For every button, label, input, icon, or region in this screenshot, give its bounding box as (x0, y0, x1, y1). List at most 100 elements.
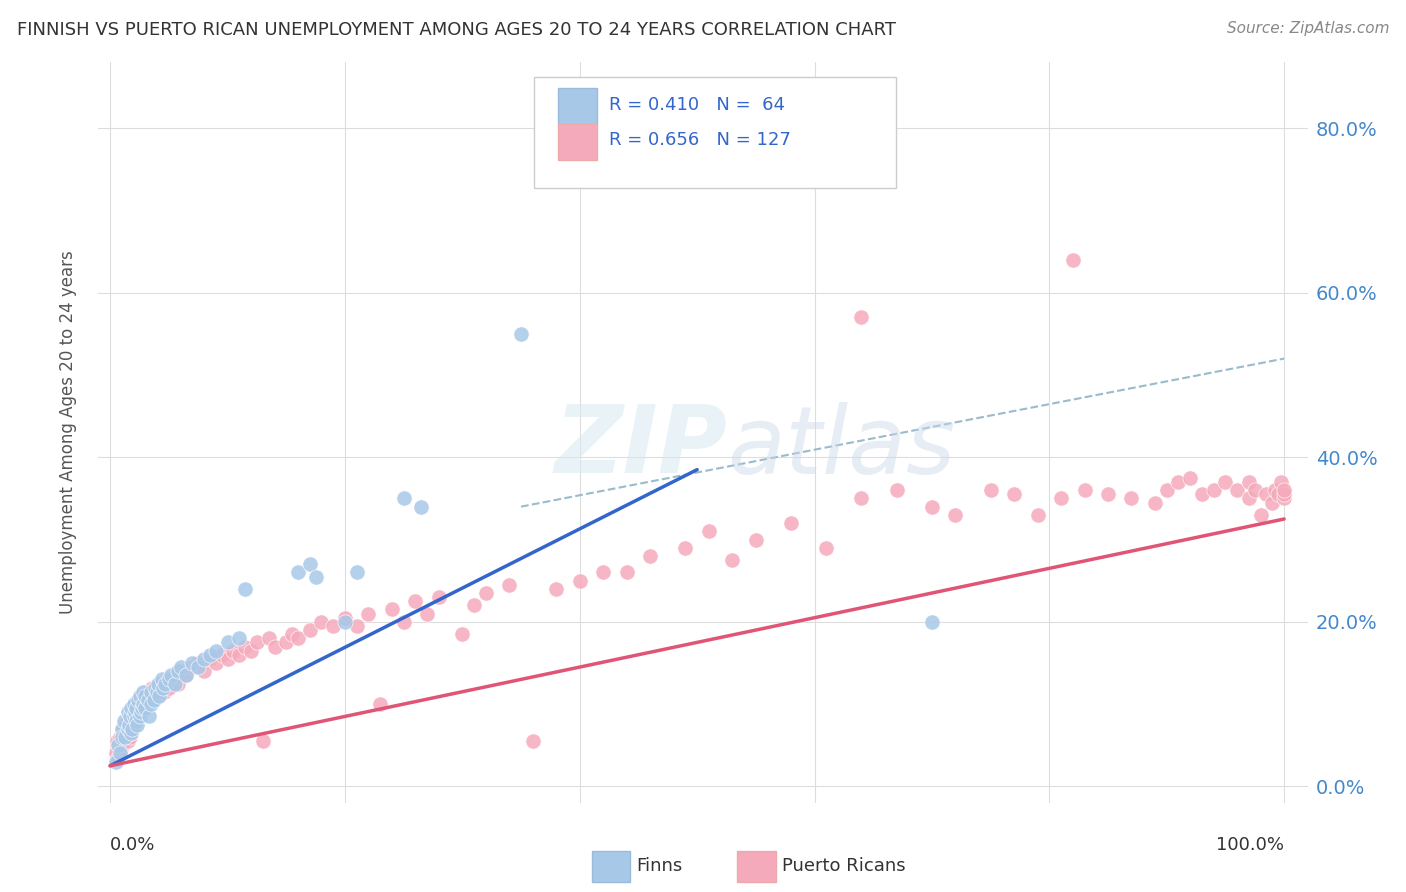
Point (127, 717, 149, 731)
Point (217, 652, 239, 666)
Point (111, 722, 134, 736)
Point (945, 508, 967, 522)
Point (1261, 495, 1284, 509)
FancyBboxPatch shape (534, 78, 897, 188)
Point (127, 693, 149, 707)
Point (281, 627, 304, 641)
Point (155, 673, 177, 687)
Point (141, 681, 163, 695)
Point (169, 660, 191, 674)
Text: ZIP: ZIP (554, 401, 727, 493)
Point (127, 701, 149, 715)
Point (228, 632, 250, 646)
Point (141, 693, 163, 707)
Point (148, 681, 170, 695)
Point (298, 558, 321, 572)
Point (357, 607, 380, 621)
Point (298, 623, 321, 637)
Point (107, 738, 129, 752)
Point (1062, 252, 1084, 267)
Point (160, 668, 183, 682)
Point (108, 730, 131, 744)
Point (522, 734, 544, 748)
Point (921, 500, 943, 514)
Point (117, 714, 139, 728)
Point (112, 722, 135, 736)
Point (128, 697, 150, 711)
Point (1272, 491, 1295, 506)
Point (141, 697, 163, 711)
Point (124, 714, 146, 728)
Point (1237, 475, 1260, 489)
Point (304, 569, 326, 583)
Point (105, 747, 128, 761)
Point (673, 541, 696, 555)
Point (153, 685, 176, 699)
Point (176, 668, 198, 682)
Point (546, 582, 568, 596)
Point (451, 627, 474, 641)
Point (592, 566, 614, 580)
Point (921, 615, 943, 629)
Point (404, 594, 426, 608)
Point (198, 648, 221, 662)
Point (1073, 483, 1095, 498)
Point (122, 717, 145, 731)
Point (105, 755, 128, 769)
Point (142, 693, 165, 707)
Point (117, 706, 139, 720)
Point (217, 635, 239, 649)
Point (392, 491, 415, 506)
Point (392, 615, 415, 629)
Text: R = 0.410   N =  64: R = 0.410 N = 64 (609, 96, 785, 114)
Point (475, 586, 498, 600)
Point (1215, 475, 1237, 489)
Point (233, 640, 256, 654)
Point (333, 615, 356, 629)
Point (616, 566, 638, 580)
Point (120, 726, 142, 740)
Point (1026, 508, 1049, 522)
Point (204, 643, 226, 657)
Point (157, 681, 180, 695)
Point (222, 643, 245, 657)
Point (745, 533, 768, 547)
Point (125, 697, 148, 711)
Point (112, 714, 135, 728)
Point (131, 701, 153, 715)
Point (322, 619, 344, 633)
Point (287, 566, 309, 580)
Point (125, 714, 148, 728)
Point (132, 685, 155, 699)
Point (240, 643, 263, 657)
Point (163, 676, 186, 690)
Point (152, 681, 174, 695)
Point (638, 549, 661, 563)
Point (125, 709, 148, 723)
Point (1143, 495, 1166, 509)
Point (134, 701, 156, 715)
Point (276, 635, 298, 649)
Point (135, 685, 157, 699)
Point (1270, 475, 1292, 489)
Point (107, 750, 129, 764)
Point (127, 706, 149, 720)
Point (510, 326, 533, 341)
Point (463, 599, 485, 613)
Point (1097, 487, 1119, 501)
Text: 100.0%: 100.0% (1216, 836, 1284, 854)
Point (815, 541, 838, 555)
Point (228, 648, 250, 662)
FancyBboxPatch shape (737, 851, 776, 882)
Point (193, 652, 215, 666)
Point (138, 709, 160, 723)
Point (263, 640, 285, 654)
Point (122, 697, 145, 711)
Point (187, 656, 209, 670)
Point (115, 726, 138, 740)
Point (1050, 491, 1073, 506)
Point (187, 660, 209, 674)
Point (148, 676, 170, 690)
Point (120, 709, 142, 723)
Point (120, 726, 142, 740)
